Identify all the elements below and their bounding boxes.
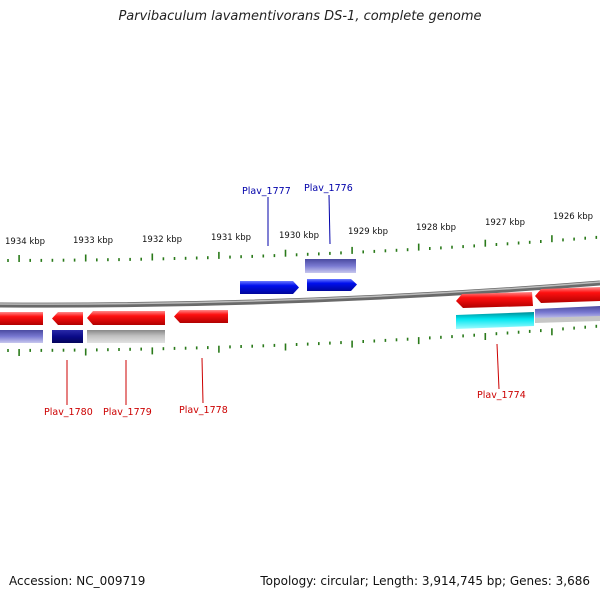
gene-plav-1773[interactable] <box>535 287 600 303</box>
gene-label-plav-1778[interactable]: Plav_1778 <box>179 405 228 416</box>
gene-plav-1778[interactable] <box>174 310 228 323</box>
gene-feature-slate[interactable] <box>0 330 43 343</box>
reverse-genes-left <box>0 310 228 343</box>
gene-label-plav-1776[interactable]: Plav_1776 <box>304 183 353 194</box>
gene-plav-1779[interactable] <box>87 311 165 325</box>
gene-label-plav-1779[interactable]: Plav_1779 <box>103 407 152 418</box>
genome-backbone <box>0 280 600 308</box>
accession-text: Accession: NC_009719 <box>9 574 146 588</box>
gene-plav-1780[interactable] <box>52 312 83 325</box>
gene-labels: Plav_1777 Plav_1776 Plav_1780 Plav_1779 … <box>44 183 526 418</box>
map-title: Parvibaculum lavamentivorans DS-1, compl… <box>118 9 482 24</box>
forward-genes <box>240 259 357 294</box>
gene-label-plav-1780[interactable]: Plav_1780 <box>44 407 93 418</box>
scale-label: 1933 kbp <box>73 236 113 246</box>
scale-label: 1928 kbp <box>416 223 456 233</box>
gene-feature-grey[interactable] <box>535 316 600 323</box>
gene-feature-slate[interactable] <box>535 306 600 319</box>
gene-feature-navy[interactable] <box>52 330 83 343</box>
gene-plav-1777[interactable] <box>240 281 299 294</box>
gene-feature-grey[interactable] <box>87 330 165 343</box>
scale-label: 1932 kbp <box>142 235 182 245</box>
gene-feature-slate[interactable] <box>305 259 356 273</box>
reverse-genes-right <box>456 287 600 329</box>
scale-label: 1930 kbp <box>279 231 319 241</box>
scale-label: 1931 kbp <box>211 233 251 243</box>
gene-plav-1774[interactable] <box>456 292 533 308</box>
gene-label-plav-1774[interactable]: Plav_1774 <box>477 390 526 401</box>
lower-scale-ticks <box>7 324 598 356</box>
scale-label: 1929 kbp <box>348 227 388 237</box>
gene-plav-1781[interactable] <box>0 312 43 325</box>
scale-label: 1926 kbp <box>553 212 593 222</box>
gene-feature-cyan[interactable] <box>456 312 534 329</box>
scale-label: 1934 kbp <box>5 237 45 247</box>
genome-summary-text: Topology: circular; Length: 3,914,745 bp… <box>260 574 590 588</box>
gene-label-plav-1777[interactable]: Plav_1777 <box>242 186 291 197</box>
gene-plav-1776[interactable] <box>307 279 357 291</box>
upper-scale-ticks <box>7 235 598 262</box>
scale-label: 1927 kbp <box>485 218 525 228</box>
scale-labels: 1934 kbp 1933 kbp 1932 kbp 1931 kbp 1930… <box>5 212 593 247</box>
leader-lines <box>66 194 500 405</box>
